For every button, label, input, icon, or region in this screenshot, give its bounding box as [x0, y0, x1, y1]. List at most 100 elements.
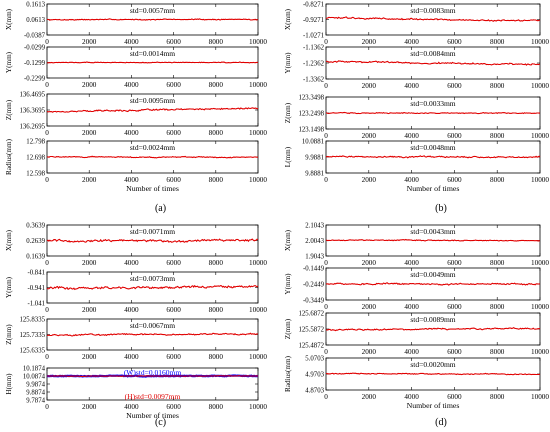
y-tick-label: 125.8335	[20, 316, 46, 323]
subplot-zmm: 125.6872 125.5872 125.4872 Z(mm) 0 2000 4000 60…	[284, 310, 549, 356]
x-tick-label: 8000	[490, 132, 505, 140]
y-tick-label: 0.2639	[26, 238, 45, 245]
x-tick-label: 8000	[490, 176, 505, 184]
x-tick-label: 6000	[166, 81, 181, 89]
y-tick-label: -0.941	[27, 285, 45, 292]
figure-label: (b)	[435, 203, 447, 214]
x-tick-label: 8000	[209, 353, 224, 361]
y-axis-label: X(mm)	[284, 229, 292, 251]
x-tick-label: 4000	[124, 353, 139, 361]
y-axis-label: Radius(mm)	[5, 138, 13, 175]
y-tick-label: 9.8874	[26, 389, 45, 396]
x-tick-label: 0	[45, 38, 49, 46]
y-tick-label: 12.598	[26, 170, 45, 177]
y-tick-label: 10.0874	[23, 373, 46, 380]
x-tick-label: 0	[45, 176, 49, 184]
data-series-line	[46, 155, 258, 159]
std-annotation: std=0.0048mm	[410, 143, 455, 152]
y-tick-label: 125.5872	[299, 326, 325, 333]
x-tick-label: 4000	[124, 403, 139, 411]
y-tick-label: 2.0043	[305, 238, 324, 245]
x-tick-label: 2000	[82, 353, 97, 361]
y-tick-label: 1.9043	[305, 253, 324, 260]
x-tick-label: 4000	[404, 393, 419, 401]
data-series-line	[46, 61, 259, 64]
subplot-xmm: 0.3639 0.2639 0.1639 X(mm) 0 2000 4000 6000 8000…	[5, 222, 267, 267]
x-tick-label: 10000	[249, 306, 267, 314]
x-tick-label: 6000	[166, 403, 181, 411]
data-series-line	[46, 332, 258, 337]
data-series-line	[325, 60, 541, 66]
x-tick-label: 10000	[531, 303, 549, 311]
y-axis-label: Y(mm)	[5, 276, 13, 298]
y-axis-label: Y(mm)	[284, 273, 292, 295]
data-series-line	[325, 111, 541, 115]
x-tick-label: 4000	[404, 303, 419, 311]
y-tick-label: 9.9874	[26, 381, 45, 388]
x-tick-label: 10000	[531, 82, 549, 90]
y-tick-label: -0.1299	[24, 60, 46, 67]
x-tick-label: 8000	[209, 176, 224, 184]
std-annotation: std=0.0083mm	[410, 6, 455, 15]
y-axis-label: Y(mm)	[5, 51, 13, 73]
y-axis-label: Y(mm)	[284, 52, 292, 74]
x-tick-label: 6000	[447, 393, 462, 401]
y-axis-label: X(mm)	[284, 8, 292, 30]
x-tick-label: 0	[45, 403, 49, 411]
subplot-radiusmm: 5.0703 4.9703 4.8703 Radius(mm) 0 2000 4000 600…	[284, 355, 549, 401]
y-tick-label: 125.6335	[20, 347, 46, 354]
data-series-line	[325, 326, 541, 332]
x-tick-label: 0	[324, 132, 328, 140]
data-series-line	[46, 107, 259, 113]
std-annotation: std=0.0073mm	[130, 274, 175, 283]
subplot-lmm: 10.0881 9.9881 9.8881 L(mm) 0 2000 4000 6000 800…	[284, 138, 549, 184]
x-tick-label: 2000	[362, 38, 377, 46]
y-tick-label: 136.3695	[20, 107, 46, 114]
y-axis-label: X(mm)	[5, 8, 13, 30]
chart-c: 0.3639 0.2639 0.1639 X(mm) 0 2000 4000 6000 8000…	[5, 222, 267, 428]
y-tick-label: -1.3362	[303, 76, 325, 83]
std-annotation: std=0.0020mm	[410, 360, 455, 369]
std-annotation: std=0.0043mm	[410, 227, 455, 236]
x-tick-label: 4000	[124, 81, 139, 89]
chart-d: 2.1043 2.0043 1.9043 X(mm) 0 2000 4000 6000 8000…	[284, 222, 549, 428]
std-annotation: std=0.0057mm	[130, 6, 175, 15]
std-annotation: std=0.0089mm	[410, 315, 455, 324]
x-axis-label: Number of times	[126, 411, 179, 420]
std-annotation: std=0.0071mm	[130, 227, 175, 236]
x-tick-label: 4000	[124, 129, 139, 137]
x-tick-label: 6000	[447, 348, 462, 356]
y-axis-label: Z(mm)	[284, 102, 292, 123]
y-tick-label: 0.3639	[26, 222, 45, 229]
x-tick-label: 2000	[82, 129, 97, 137]
y-tick-label: 9.8881	[305, 170, 324, 177]
x-axis-label: Number of times	[407, 184, 460, 193]
x-tick-label: 2000	[82, 176, 97, 184]
x-tick-label: 2000	[82, 306, 97, 314]
y-axis-label: Z(mm)	[5, 99, 13, 120]
subplot-ymm: -0.0299 -0.1299 -0.2299 Y(mm) 0 2000 4000 6000 8…	[5, 44, 267, 89]
x-tick-label: 10000	[531, 38, 549, 46]
subplot-zmm: 136.4695 136.3695 136.2695 Z(mm) 0 2000 4000 60…	[5, 91, 267, 137]
y-tick-label: -0.2449	[303, 281, 325, 288]
x-tick-label: 2000	[362, 259, 377, 267]
y-tick-label: -1.2362	[303, 60, 325, 67]
y-tick-label: -0.9271	[303, 17, 324, 24]
x-tick-label: 6000	[447, 303, 462, 311]
x-tick-label: 10000	[249, 176, 267, 184]
y-tick-label: -1.041	[27, 300, 45, 307]
y-tick-label: -0.2299	[24, 75, 46, 82]
x-tick-label: 6000	[166, 306, 181, 314]
std-annotation: std=0.0024mm	[130, 143, 175, 152]
subplot-radiusmm: 12.798 12.698 12.598 Radius(mm) 0 2000 4000 600…	[5, 138, 267, 184]
y-tick-label: 123.3498	[299, 94, 325, 101]
x-tick-label: 6000	[447, 176, 462, 184]
x-tick-label: 8000	[490, 82, 505, 90]
figure-label: (a)	[155, 203, 166, 214]
subplot-xmm: 0.1613 0.0613 -0.0387 X(mm) 0 2000 4000 6000 800…	[5, 1, 267, 46]
y-tick-label: 9.7874	[26, 397, 45, 404]
x-tick-label: 8000	[490, 38, 505, 46]
y-axis-label: Z(mm)	[284, 318, 292, 339]
